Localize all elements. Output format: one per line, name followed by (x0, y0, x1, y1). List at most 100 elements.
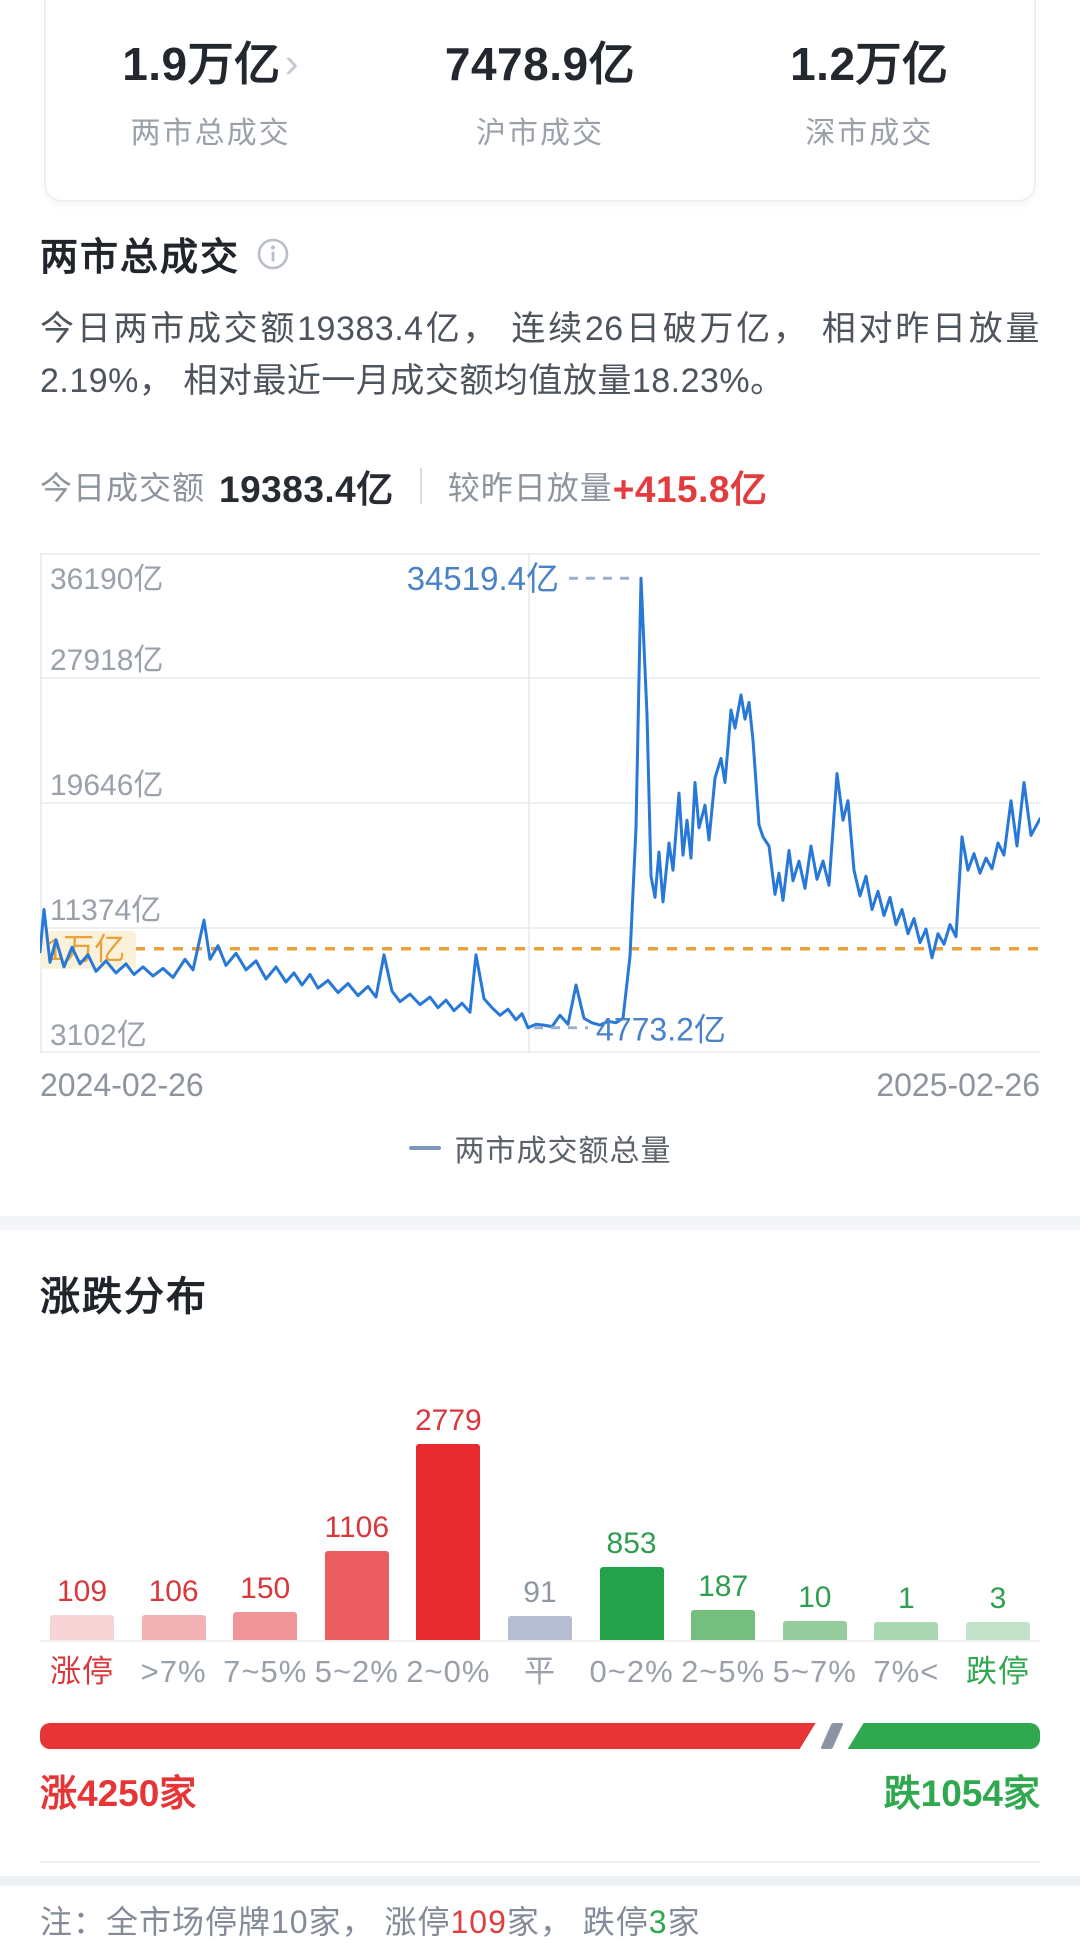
x-axis: 2024-02-26 2025-02-26 (40, 1067, 1040, 1104)
turnover-line-chart[interactable]: 36190亿 27918亿 19646亿 11374亿 3102亿 1万亿 34519.4亿… (40, 553, 1040, 1053)
bar (507, 1616, 572, 1640)
bar (233, 1612, 298, 1640)
stat-sz-turnover: 1.2万亿 深市成交 (705, 28, 1034, 152)
bar-category-label: 5~2% (314, 1654, 399, 1689)
distribution-bar-column[interactable]: 2779 2~0% (406, 1400, 491, 1689)
bar-category-label: 5~7% (772, 1654, 857, 1689)
advance-decline-ratio-bar (40, 1723, 1040, 1749)
bar (416, 1444, 481, 1640)
bar-category-label: 7~5% (223, 1654, 308, 1689)
bar (965, 1622, 1030, 1640)
bar-value: 1 (898, 1582, 915, 1615)
slash-divider-icon (819, 1723, 844, 1749)
distribution-title: 涨跌分布 (40, 1275, 208, 1319)
bar-chart-baseline (40, 1640, 1040, 1642)
low-annotation-label: 4773.2亿 (596, 1012, 726, 1048)
distribution-bar-column[interactable]: 853 0~2% (589, 1400, 674, 1689)
today-turnover-label: 今日成交额 (40, 470, 206, 506)
bar-value: 3 (989, 1582, 1007, 1615)
turnover-line-chart-canvas[interactable]: 36190亿27918亿19646亿11374亿3102亿1万亿34519.4亿… (40, 553, 1040, 1053)
threshold-label-bg (40, 930, 136, 969)
turnover-description: 今日两市成交额19383.4亿， 连续26日破万亿， 相对昨日放量2.19%， … (40, 310, 1040, 400)
bar-value: 187 (698, 1570, 749, 1603)
bar (141, 1615, 206, 1640)
chart-legend[interactable]: 两市成交额总量 (40, 1126, 1040, 1170)
chevron-right-icon: › (284, 39, 300, 86)
y-axis-label: 11374亿 (50, 894, 161, 927)
footnote-text: 家 (667, 1904, 701, 1940)
advancers-bar (40, 1723, 816, 1749)
distribution-bar-column[interactable]: 1106 5~2% (314, 1400, 399, 1689)
distribution-bar-column[interactable]: 106 >7% (132, 1400, 216, 1687)
bar-value: 2779 (415, 1404, 482, 1437)
bar-category-label: >7% (140, 1654, 207, 1689)
bar-value: 150 (240, 1572, 291, 1605)
bar-category-label: 2~5% (681, 1654, 766, 1689)
y-axis-label: 3102亿 (50, 1019, 147, 1052)
turnover-section: 两市总成交 今日两市成交额19383.4亿， 连续26日破万亿， 相对昨日放量2… (0, 226, 1080, 1216)
bar-category-label: 跌停 (965, 1654, 1030, 1689)
bar-category-label: 2~0% (406, 1654, 491, 1689)
stat-sh-value: 7478.9亿 (444, 38, 636, 90)
legend-line-icon (408, 1146, 441, 1150)
bar-category-label: 涨停 (50, 1654, 114, 1689)
distribution-bar-column[interactable]: 1 7%< (864, 1400, 948, 1687)
distribution-bar-column[interactable]: 10 5~7% (772, 1400, 857, 1689)
bar-value: 106 (148, 1575, 199, 1608)
stat-sh-turnover: 7478.9亿 沪市成交 (375, 28, 704, 152)
footnote: 注：全市场停牌10家， 涨停109家， 跌停3家 (40, 1897, 1040, 1943)
bar-value: 109 (56, 1575, 108, 1608)
decliners-bar (847, 1723, 1040, 1749)
distribution-bar-column[interactable]: 150 7~5% (223, 1400, 308, 1689)
stat-total-turnover[interactable]: 1.9万亿› 两市总成交 (46, 28, 375, 152)
info-icon[interactable] (256, 237, 290, 271)
footnote-text: 家， 跌停 (506, 1904, 649, 1940)
distribution-bar-column[interactable]: 109 涨停 (40, 1400, 124, 1687)
today-turnover-row: 今日成交额 19383.4亿 较昨日放量 +415.8亿 (40, 459, 1040, 513)
vs-yesterday-label: 较昨日放量 (447, 470, 613, 506)
bar-category-label: 7%< (873, 1654, 940, 1689)
bar (874, 1622, 939, 1640)
stat-sz-value: 1.2万亿 (790, 38, 949, 90)
y-axis-label: 36190亿 (50, 563, 163, 596)
x-axis-start-date: 2024-02-26 (40, 1067, 204, 1103)
bar-category-label: 平 (523, 1654, 556, 1689)
y-axis-label: 27918亿 (50, 644, 163, 677)
bar-value: 853 (606, 1527, 657, 1560)
stat-total-label: 两市总成交 (130, 117, 291, 150)
bar-value: 10 (798, 1581, 832, 1614)
distribution-bar-column[interactable]: 187 2~5% (681, 1400, 766, 1689)
bar (782, 1621, 847, 1640)
stat-sh-label: 沪市成交 (475, 117, 604, 150)
today-turnover-value: 19383.4亿 (219, 469, 394, 510)
decliners-count: 跌1054家 (883, 1773, 1040, 1814)
bar (324, 1551, 389, 1640)
distribution-bar-chart[interactable]: 109 涨停 106 >7% 150 7~5% 1106 5~2% 2779 2~0% 91 平 853… (40, 1400, 1040, 1687)
section-divider-band (0, 1216, 1080, 1230)
vs-yesterday-value: +415.8亿 (612, 469, 768, 510)
turnover-line (40, 576, 1040, 1030)
bar-value: 1106 (324, 1511, 390, 1544)
legend-label: 两市成交额总量 (454, 1135, 672, 1168)
distribution-bar-column[interactable]: 3 跌停 (956, 1400, 1040, 1687)
footnote-limit-up-count: 109 (450, 1904, 507, 1940)
bar-value: 91 (523, 1576, 557, 1609)
bar-category-label: 0~2% (589, 1654, 674, 1689)
bar (691, 1610, 756, 1640)
market-summary-card: 1.9万亿› 两市总成交 7478.9亿 沪市成交 1.2万亿 深市成交 (44, 0, 1036, 202)
x-axis-end-date: 2025-02-26 (876, 1067, 1040, 1103)
bottom-edge-band (0, 1876, 1080, 1886)
bar (599, 1567, 664, 1640)
advancers-count: 涨4250家 (40, 1773, 197, 1814)
distribution-bar-column[interactable]: 91 平 (498, 1400, 582, 1687)
bar (50, 1615, 114, 1640)
distribution-section: 涨跌分布 109 涨停 106 >7% 150 7~5% 1106 5~2% 2779 2~0% 9… (0, 1264, 1080, 1943)
stat-total-value: 1.9万亿› (122, 38, 300, 90)
stat-sz-label: 深市成交 (805, 117, 934, 150)
footnote-limit-down-count: 3 (648, 1904, 668, 1940)
y-axis-label: 19646亿 (50, 769, 163, 802)
peak-annotation-label: 34519.4亿 (407, 560, 559, 597)
turnover-section-title: 两市总成交 (40, 237, 241, 279)
divider (40, 1861, 1040, 1863)
footnote-text: 注：全市场停牌10家， 涨停 (40, 1904, 451, 1940)
